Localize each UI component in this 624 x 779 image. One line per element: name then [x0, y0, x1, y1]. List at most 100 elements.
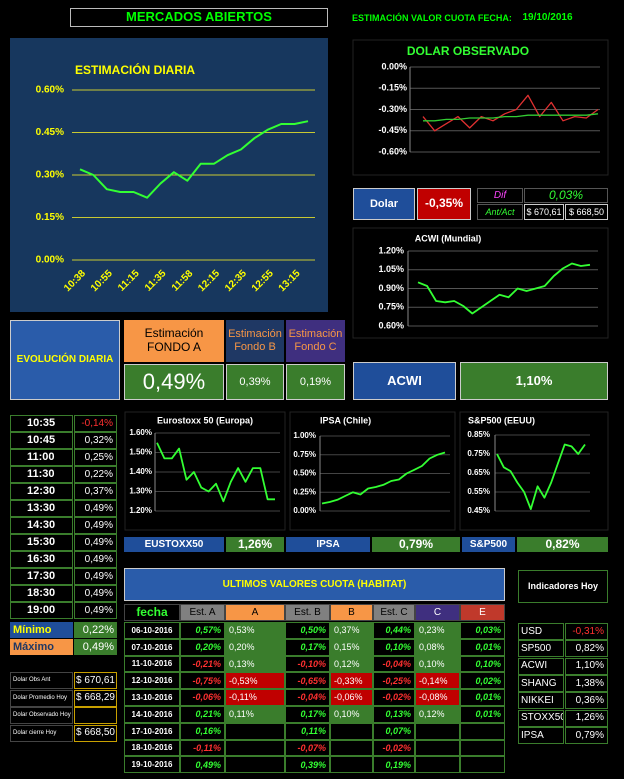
time-cell: 13:30: [10, 500, 73, 517]
date-cell: 18-10-2016: [124, 739, 180, 757]
index-label: S&P500: [462, 537, 515, 552]
table-cell: [225, 756, 285, 774]
fondo-a-label: Estimación FONDO A: [124, 320, 224, 362]
dolar-label: Dolar: [353, 188, 415, 220]
value-cell: 0,22%: [74, 466, 117, 483]
value-cell: -0,14%: [74, 415, 117, 432]
dolar-row-value: $ 668,50: [74, 724, 117, 742]
y-tick-label: 1.05%: [378, 264, 404, 274]
table-cell: 0,10%: [330, 706, 373, 723]
table-header: C: [415, 604, 460, 621]
date-cell: 12-10-2016: [124, 672, 180, 690]
table-cell: -0,07%: [285, 739, 330, 757]
chart-frame: [459, 411, 609, 531]
indicator-value: 1,38%: [565, 674, 608, 692]
dolar-row-label: Dolar Promedio Hoy: [10, 689, 73, 707]
y-tick-label: 0.00%: [36, 255, 64, 266]
chart-title: IPSA (Chile): [320, 415, 371, 425]
acwi-label: ACWI: [353, 362, 456, 400]
table-cell: [330, 722, 373, 740]
time-cell: 11:00: [10, 449, 73, 466]
table-cell: 0,13%: [225, 655, 285, 673]
table-cell: -0,02%: [373, 689, 415, 706]
table-cell: 0,12%: [415, 706, 460, 723]
value-cell: 0,49%: [74, 602, 117, 619]
table-cell: -0,04%: [373, 655, 415, 673]
act-value: $ 668,50: [565, 204, 608, 220]
dolar-row-label: Dolar cierre Hoy: [10, 724, 73, 742]
table-cell: 0,15%: [330, 638, 373, 656]
max-label: Máximo: [10, 639, 73, 655]
table-header: E: [460, 604, 505, 621]
indicator-value: 0,36%: [565, 692, 608, 710]
table-cell: 0,39%: [285, 756, 330, 774]
y-tick-label: 1.50%: [129, 448, 152, 457]
dolar-value: -0,35%: [417, 188, 471, 220]
table-cell: -0,65%: [285, 672, 330, 690]
table-cell: 0,03%: [460, 622, 505, 639]
table-cell: [330, 739, 373, 757]
dolar-row-value: $ 670,61: [74, 672, 117, 689]
data-line: [156, 442, 275, 503]
chart-frame: [124, 411, 286, 531]
table-cell: -0,14%: [415, 672, 460, 690]
y-tick-label: -0.15%: [378, 83, 407, 93]
table-cell: -0,53%: [225, 672, 285, 690]
y-tick-label: 0.15%: [36, 212, 64, 223]
y-tick-label: 0.45%: [467, 506, 490, 515]
table-cell: 0,02%: [460, 672, 505, 690]
time-cell: 19:00: [10, 602, 73, 619]
y-tick-label: 0.00%: [293, 506, 316, 515]
table-cell: 0,57%: [180, 622, 225, 639]
table-cell: 0,07%: [373, 722, 415, 740]
table-cell: 0,01%: [460, 689, 505, 706]
table-header: fecha: [124, 604, 180, 621]
y-tick-label: 0.55%: [467, 487, 490, 496]
chart-frame: [289, 411, 456, 531]
fondo-c-value: 0,19%: [286, 364, 345, 400]
y-tick-label: 1.00%: [293, 431, 316, 440]
y-tick-label: 0.75%: [293, 450, 316, 459]
table-cell: 0,21%: [180, 706, 225, 723]
y-tick-label: -0.30%: [378, 104, 407, 114]
date-cell: 19-10-2016: [124, 756, 180, 774]
table-cell: [330, 756, 373, 774]
table-cell: 0,49%: [180, 756, 225, 774]
chart-title: S&P500 (EEUU): [468, 415, 535, 425]
table-cell: 0,17%: [285, 706, 330, 723]
time-cell: 10:35: [10, 415, 73, 432]
indicator-value: 0,82%: [565, 640, 608, 658]
table-cell: 0,01%: [460, 706, 505, 723]
value-cell: 0,49%: [74, 568, 117, 585]
data-line: [423, 113, 599, 122]
chart-title: ESTIMACIÓN DIARIA: [75, 62, 195, 77]
indicator-name: ACWI: [518, 657, 564, 675]
table-cell: 0,12%: [330, 655, 373, 673]
table-header: A: [225, 604, 285, 621]
value-cell: 0,49%: [74, 500, 117, 517]
y-tick-label: 0.60%: [378, 320, 404, 330]
date-cell: 11-10-2016: [124, 655, 180, 673]
table-cell: -0,33%: [330, 672, 373, 690]
indicator-value: 1,10%: [565, 657, 608, 675]
date-cell: 13-10-2016: [124, 689, 180, 706]
chart-title: DOLAR OBSERVADO: [407, 44, 529, 58]
y-tick-label: 1.20%: [129, 506, 152, 515]
table-cell: 0,10%: [373, 638, 415, 656]
y-tick-label: 0.60%: [36, 85, 64, 96]
y-tick-label: 0.65%: [467, 468, 490, 477]
chart-title: Eurostoxx 50 (Europa): [157, 415, 253, 425]
table-cell: [225, 739, 285, 757]
chart-title: ACWI (Mundial): [415, 233, 482, 243]
table-cell: -0,75%: [180, 672, 225, 690]
table-cell: 0,44%: [373, 622, 415, 639]
min-value: 0,22%: [74, 622, 117, 638]
value-cell: 0,49%: [74, 517, 117, 534]
date-cell: 06-10-2016: [124, 622, 180, 639]
time-cell: 16:30: [10, 551, 73, 568]
table-header: B: [330, 604, 373, 621]
header-title: MERCADOS ABIERTOS: [70, 8, 328, 27]
fondo-a-value: 0,49%: [124, 364, 224, 400]
data-line: [417, 262, 591, 315]
